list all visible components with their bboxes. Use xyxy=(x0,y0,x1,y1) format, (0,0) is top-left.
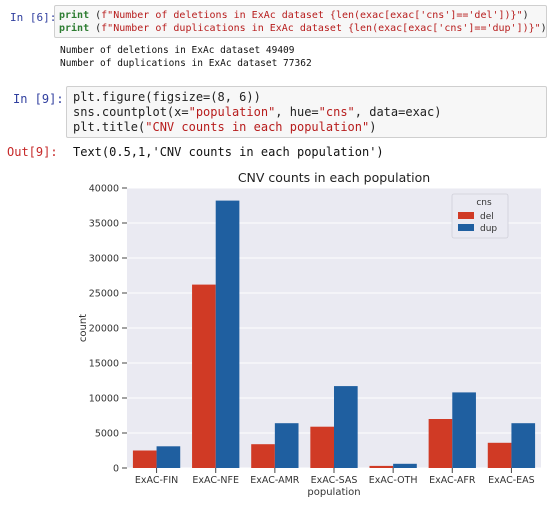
code-cell-9[interactable]: plt.figure(figsize=(8, 6)) sns.countplot… xyxy=(66,86,547,138)
code-text: ) xyxy=(522,10,529,21)
code-text: plt.figure(figsize=(8, 6)) xyxy=(73,90,261,104)
legend-title: cns xyxy=(476,198,492,208)
code-text: , data=exac) xyxy=(354,105,442,119)
x-tick-label: ExAC-OTH xyxy=(369,475,418,486)
string-literal: f"Number of duplications in ExAc dataset… xyxy=(101,23,541,34)
x-tick-label: ExAC-AMR xyxy=(250,475,300,486)
y-tick-label: 35000 xyxy=(89,219,119,230)
bar-del xyxy=(428,419,453,468)
cell-6-output: Number of deletions in ExAc dataset 4940… xyxy=(60,44,312,70)
bar-dup xyxy=(393,463,417,468)
code-text: , hue= xyxy=(275,105,319,119)
bar-del xyxy=(192,284,216,468)
string-literal: "CNV counts in each population" xyxy=(145,120,370,134)
legend-label-del: del xyxy=(480,212,494,222)
y-tick-label: 40000 xyxy=(89,184,119,195)
code-line: print (f"Number of deletions in ExAc dat… xyxy=(59,9,529,22)
legend-swatch-dup xyxy=(458,224,474,231)
output-line: Number of duplications in ExAc dataset 7… xyxy=(60,58,312,69)
bar-del xyxy=(369,465,394,468)
cell-6-prompt: In [6]: xyxy=(10,11,57,24)
chart-title: CNV counts in each population xyxy=(238,170,430,185)
bar-dup xyxy=(334,386,358,468)
y-tick-label: 30000 xyxy=(89,254,119,265)
legend-swatch-del xyxy=(458,212,474,219)
bar-dup xyxy=(156,446,181,468)
bar-del xyxy=(132,450,157,468)
code-line: print (f"Number of duplications in ExAc … xyxy=(59,22,547,35)
code-text: ) xyxy=(540,23,547,34)
code-text: ) xyxy=(369,120,377,134)
cnv-countplot: 0 5000 10000 15000 20000 25000 30000 35000 40000… xyxy=(78,170,541,498)
x-tick-label: ExAC-SAS xyxy=(311,475,358,486)
code-line: sns.countplot(x="population", hue="cns",… xyxy=(73,105,441,120)
keyword: print xyxy=(59,23,90,34)
code-text: ( xyxy=(89,23,102,34)
y-tick-label: 20000 xyxy=(89,324,119,335)
legend-label-dup: dup xyxy=(480,224,497,234)
y-tick-label: 25000 xyxy=(89,289,119,300)
bar-del xyxy=(487,442,512,468)
code-line: plt.title("CNV counts in each population… xyxy=(73,120,376,135)
y-tick-label: 15000 xyxy=(89,359,119,370)
code-text: plt.title( xyxy=(73,120,146,134)
code-text: sns.countplot(x= xyxy=(73,105,189,119)
code-cell-6[interactable]: print (f"Number of deletions in ExAc dat… xyxy=(54,5,547,38)
out-9-prompt: Out[9]: xyxy=(7,145,58,159)
x-tick-label: ExAC-FIN xyxy=(135,475,178,486)
bar-dup xyxy=(452,392,476,468)
bar-del xyxy=(310,426,334,468)
x-tick-label: ExAC-EAS xyxy=(488,475,535,486)
x-tick-label: ExAC-NFE xyxy=(192,475,239,486)
y-tick-label: 0 xyxy=(113,464,119,475)
string-literal: f"Number of deletions in ExAc dataset {l… xyxy=(101,10,523,21)
x-tick-label: ExAC-AFR xyxy=(429,475,476,486)
cell-9-prompt: In [9]: xyxy=(13,92,64,106)
y-tick-label: 10000 xyxy=(89,394,119,405)
string-literal: "population" xyxy=(188,105,276,119)
bar-dup xyxy=(511,423,536,468)
output-line: Number of deletions in ExAc dataset 4940… xyxy=(60,45,295,56)
y-tick-label: 5000 xyxy=(95,429,119,440)
bar-dup xyxy=(274,423,299,468)
string-literal: "cns" xyxy=(318,105,355,119)
keyword: print xyxy=(59,10,90,21)
bar-del xyxy=(251,444,275,468)
x-axis-label: population xyxy=(307,487,360,498)
code-text: ( xyxy=(89,10,102,21)
out-9-text: Text(0.5,1,'CNV counts in each populatio… xyxy=(73,145,384,159)
y-axis-label: count xyxy=(78,314,89,342)
bar-dup xyxy=(215,200,240,468)
code-line: plt.figure(figsize=(8, 6)) xyxy=(73,90,261,105)
